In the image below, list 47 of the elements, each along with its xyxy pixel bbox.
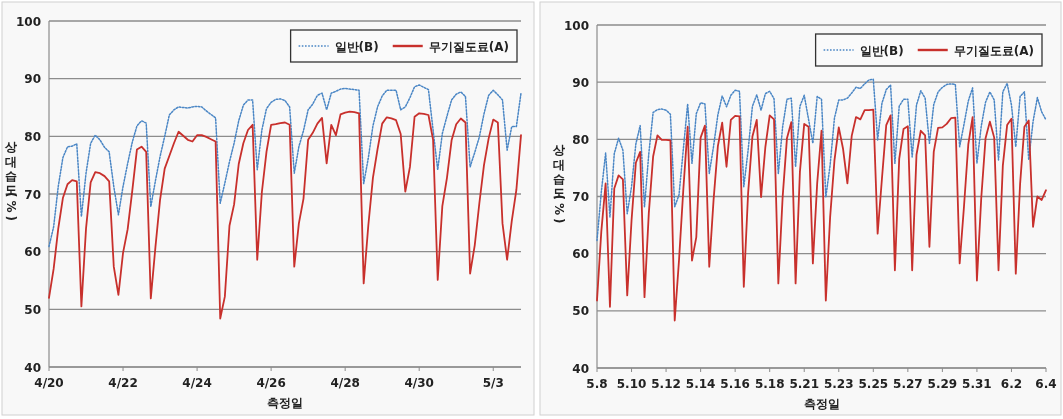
y-tick-label: 60 [572, 247, 589, 262]
x-tick-label: 5.29 [927, 377, 958, 391]
line-series [48, 110, 522, 320]
y-tick-label: 90 [24, 72, 41, 87]
y-tick-label: 50 [572, 304, 589, 319]
y-tick-label: 70 [572, 190, 589, 204]
x-tick-label: 6.2 [1000, 377, 1023, 391]
x-tick-label: 5.21 [789, 377, 820, 391]
line-series [48, 84, 522, 248]
y-tick-label: 90 [572, 75, 589, 90]
y-tick-label: 80 [24, 129, 41, 144]
x-tick-label: 5.23 [823, 377, 854, 391]
x-tick-label: 4/20 [34, 376, 64, 390]
line-series [596, 78, 1047, 242]
line-series [596, 108, 1047, 322]
y-tick-label: 40 [24, 360, 41, 375]
legend-label: 무기질도료(A) [428, 39, 509, 54]
x-tick-label: 5.12 [651, 377, 681, 391]
legend-label: 일반(B) [859, 43, 904, 58]
x-tick-label: 5.25 [858, 377, 889, 391]
x-axis-title: 측정일 [267, 396, 303, 410]
legend-label: 무기질도료(A) [953, 43, 1034, 58]
y-axis-title: 상대습도(%) [4, 132, 18, 224]
x-tick-label: 5.8 [586, 377, 608, 391]
x-tick-label: 4/28 [330, 376, 360, 390]
y-tick-label: 40 [572, 361, 589, 376]
y-tick-label: 50 [24, 302, 41, 317]
x-tick-label: 4/22 [108, 376, 138, 390]
y-tick-label: 100 [563, 18, 589, 33]
legend-label: 일반(B) [334, 39, 379, 54]
y-tick-label: 70 [24, 187, 41, 202]
x-tick-label: 4/24 [182, 376, 212, 390]
y-axis-title: 상대습도(%) [552, 134, 566, 227]
y-tick-label: 60 [24, 245, 41, 260]
x-tick-label: 5.14 [685, 377, 716, 391]
x-tick-label: 4/26 [256, 376, 286, 390]
x-tick-label: 5.18 [754, 377, 785, 391]
x-tick-label: 5.10 [616, 377, 647, 391]
y-tick-label: 80 [572, 132, 589, 147]
x-tick-label: 5.31 [962, 377, 992, 391]
y-tick-label: 100 [15, 14, 41, 29]
x-tick-label: 5.16 [720, 377, 750, 391]
x-tick-label: 5.27 [893, 377, 923, 391]
x-tick-label: 6.4 [1035, 377, 1057, 391]
x-tick-label: 5/3 [482, 376, 504, 390]
x-axis-title: 측정일 [803, 397, 840, 411]
x-tick-label: 4/30 [404, 376, 434, 390]
